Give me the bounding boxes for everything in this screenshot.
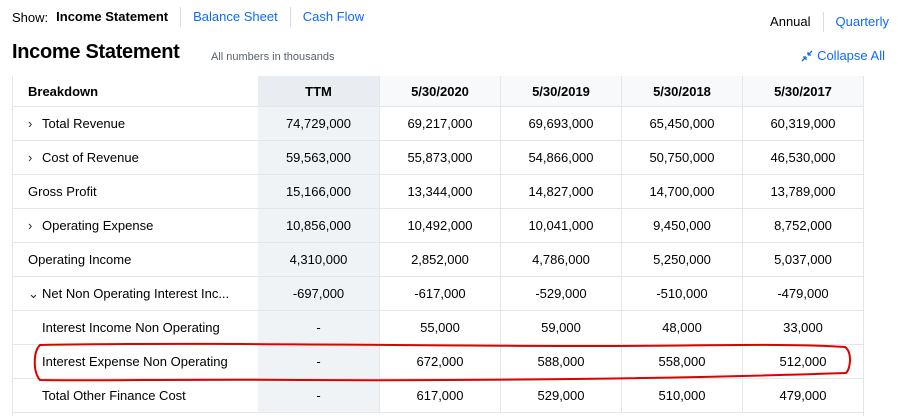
page-title: Income Statement [12,41,180,63]
row-label: Operating Income [12,243,258,276]
table-row[interactable]: › Total Revenue 74,729,000 69,217,000 69,693… [12,107,864,141]
cell-2020: 55,873,000 [379,141,500,174]
cell-ttm: 15,166,000 [258,175,379,208]
table-body: › Total Revenue 74,729,000 69,217,000 69,693… [12,107,864,413]
cell-ttm: - [258,379,379,412]
cell-2017: 33,000 [742,311,863,344]
cell-ttm: - [258,345,379,378]
cell-2020: 69,217,000 [379,107,500,140]
row-label-text: Total Revenue [42,116,126,131]
annual-button[interactable]: Annual [758,12,824,32]
cell-2019: 69,693,000 [500,107,621,140]
table-row: Interest Income Non Operating -55,000 59,0… [12,311,864,345]
table-row: Gross Profit 15,166,000 13,344,000 14,827,0… [12,175,864,209]
column-header-ttm: TTM [258,76,379,106]
chevron-right-icon[interactable]: › [28,116,33,131]
cell-ttm: 59,563,000 [258,141,379,174]
statement-selector: Show: Income Statement Balance Sheet Cas… [12,6,376,28]
row-label-text: Cost of Revenue [42,150,139,165]
row-label: Total Other Finance Cost [12,379,258,412]
row-label-text: Interest Expense Non Operating [42,354,228,369]
row-label: Interest Income Non Operating [12,311,258,344]
cell-2020: 617,000 [379,379,500,412]
cell-2018: 5,250,000 [621,243,742,276]
cell-2017: -479,000 [742,277,863,310]
cell-2019: -529,000 [500,277,621,310]
row-label: Interest Expense Non Operating [12,345,258,378]
table-header-row: Breakdown TTM 5/30/2020 5/30/2019 5/30/2… [12,76,864,107]
cell-2020: -617,000 [379,277,500,310]
row-label: Gross Profit [12,175,258,208]
row-label-text: Operating Income [28,252,132,267]
row-label[interactable]: › Cost of Revenue [12,141,258,174]
tab-balance-sheet[interactable]: Balance Sheet [181,7,291,27]
cell-2017: 5,037,000 [742,243,863,276]
cell-2020: 2,852,000 [379,243,500,276]
cell-2019: 529,000 [500,379,621,412]
units-note: All numbers in thousands [211,51,335,63]
cell-2019: 59,000 [500,311,621,344]
cell-2018: 14,700,000 [621,175,742,208]
row-label-text: Gross Profit [28,184,97,199]
cell-ttm: - [258,311,379,344]
row-label[interactable]: › Total Revenue [12,107,258,140]
row-label-text: Net Non Operating Interest Inc... [42,286,230,301]
cell-2019: 4,786,000 [500,243,621,276]
row-label[interactable]: ⌄ Net Non Operating Interest Inc... [12,277,258,310]
row-label-text: Interest Income Non Operating [42,320,220,335]
cell-2019: 588,000 [500,345,621,378]
cell-2017: 8,752,000 [742,209,863,242]
column-header-breakdown: Breakdown [12,76,258,106]
tab-cash-flow[interactable]: Cash Flow [302,9,365,24]
cell-2020: 10,492,000 [379,209,500,242]
cell-ttm: 4,310,000 [258,243,379,276]
chevron-right-icon[interactable]: › [28,218,33,233]
cell-2020: 13,344,000 [379,175,500,208]
column-header-2019: 5/30/2019 [500,76,621,106]
column-header-2020: 5/30/2020 [379,76,500,106]
cell-2017: 512,000 [742,345,863,378]
period-toggle: Annual Quarterly [758,12,889,32]
tab-income-statement[interactable]: Income Statement [56,7,182,27]
cell-2018: 9,450,000 [621,209,742,242]
row-label-text: Operating Expense [42,218,154,233]
cell-2018: 558,000 [621,345,742,378]
chevron-down-icon[interactable]: ⌄ [28,285,39,301]
cell-2017: 46,530,000 [742,141,863,174]
cell-ttm: 10,856,000 [258,209,379,242]
chevron-right-icon[interactable]: › [28,150,33,165]
cell-2018: 48,000 [621,311,742,344]
cell-2017: 60,319,000 [742,107,863,140]
table-row: Total Other Finance Cost -617,000 529,000 5… [12,379,864,413]
column-header-2018: 5/30/2018 [621,76,742,106]
row-label[interactable]: › Operating Expense [12,209,258,242]
cell-2019: 54,866,000 [500,141,621,174]
cell-2018: -510,000 [621,277,742,310]
column-header-2017: 5/30/2017 [742,76,863,106]
table-row[interactable]: ⌄ Net Non Operating Interest Inc... -697,0… [12,277,864,311]
quarterly-button[interactable]: Quarterly [835,14,889,29]
cell-2018: 50,750,000 [621,141,742,174]
cell-2020: 55,000 [379,311,500,344]
show-label: Show: [12,9,49,25]
cell-2018: 510,000 [621,379,742,412]
table-row: Operating Income 4,310,000 2,852,000 4,786,… [12,243,864,277]
cell-ttm: 74,729,000 [258,107,379,140]
table-row: Interest Expense Non Operating -672,000 58… [12,345,864,379]
cell-2020: 672,000 [379,345,500,378]
collapse-all-label: Collapse All [817,48,885,63]
income-statement-table: Breakdown TTM 5/30/2020 5/30/2019 5/30/2… [12,76,864,413]
cell-ttm: -697,000 [258,277,379,310]
cell-2019: 14,827,000 [500,175,621,208]
cell-2019: 10,041,000 [500,209,621,242]
collapse-icon [801,50,813,61]
collapse-all-button[interactable]: Collapse All [801,48,885,63]
cell-2018: 65,450,000 [621,107,742,140]
cell-2017: 13,789,000 [742,175,863,208]
cell-2017: 479,000 [742,379,863,412]
table-row[interactable]: › Operating Expense 10,856,000 10,492,000 10… [12,209,864,243]
row-label-text: Total Other Finance Cost [42,388,186,403]
table-row[interactable]: › Cost of Revenue 59,563,000 55,873,000 54,8… [12,141,864,175]
